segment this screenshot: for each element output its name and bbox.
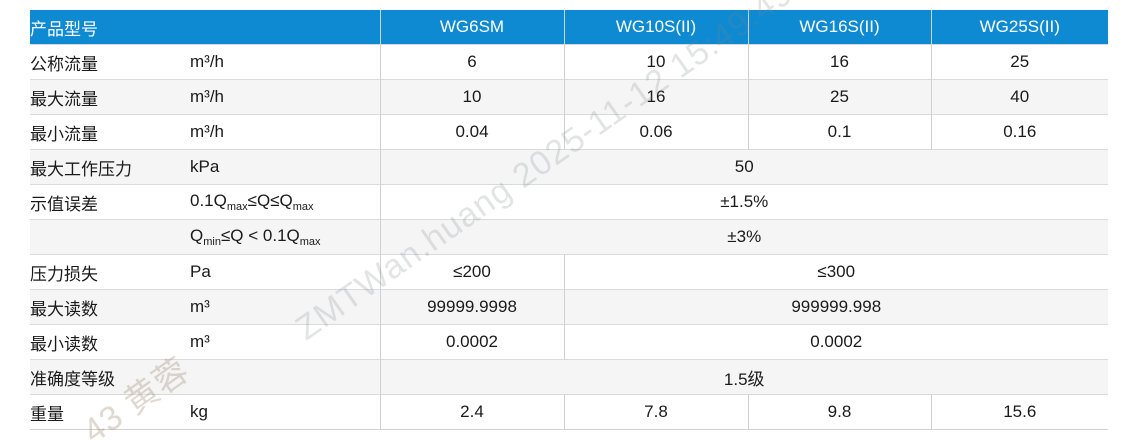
row-label: 压力损失 (30, 254, 190, 290)
cell-value: 10 (379, 79, 564, 115)
row-unit: m³/h (190, 79, 380, 115)
table-row-accuracy: 准确度等级 1.5级 (30, 359, 1108, 395)
cell-value: 25 (747, 79, 931, 115)
formula-sub: max (292, 201, 314, 213)
formula-text: Q (190, 226, 204, 245)
spec-table: 产品型号 WG6SM WG10S(II) WG16S(II) WG25S(II)… (30, 10, 1108, 430)
cell-value: 99999.9998 (379, 289, 564, 325)
row-unit: kPa (190, 149, 380, 185)
row-label: 公称流量 (30, 44, 190, 80)
header-row: 产品型号 WG6SM WG10S(II) WG16S(II) WG25S(II) (30, 10, 1108, 45)
cell-value: 0.1 (747, 114, 931, 150)
header-product-model: 产品型号 (30, 10, 380, 45)
cell-value: 0.06 (563, 114, 748, 150)
table-row-error-high: 示值误差 0.1Qmax≤Q≤Qmax ±1.5% (30, 184, 1108, 220)
cell-value: 10 (563, 44, 748, 80)
row-unit: m³ (190, 324, 380, 360)
cell-value: 16 (747, 44, 931, 80)
cell-value-merged: ±3% (379, 219, 1108, 255)
row-label: 最大流量 (30, 79, 190, 115)
cell-value-merged: 50 (379, 149, 1108, 185)
cell-value: ≤200 (379, 254, 564, 290)
cell-value: 25 (930, 44, 1108, 80)
row-label: 最小流量 (30, 114, 190, 150)
cell-value: 2.4 (379, 394, 564, 430)
table-row-weight: 重量 kg 2.4 7.8 9.8 15.6 (30, 394, 1108, 430)
table-row-pressure-loss: 压力损失 Pa ≤200 ≤300 (30, 254, 1108, 290)
table-row-max-flow: 最大流量 m³/h 10 16 25 40 (30, 79, 1108, 115)
cell-value: 7.8 (563, 394, 748, 430)
header-model-wg16s: WG16S(II) (747, 10, 931, 45)
row-label: 最大读数 (30, 289, 190, 325)
header-model-wg6sm: WG6SM (379, 10, 564, 45)
table-row-error-low: Qmin≤Q < 0.1Qmax ±3% (30, 219, 1108, 255)
cell-value: 0.16 (930, 114, 1108, 150)
table-row-nominal-flow: 公称流量 m³/h 6 10 16 25 (30, 44, 1108, 80)
cell-value: 0.04 (379, 114, 564, 150)
table-row-max-reading: 最大读数 m³ 99999.9998 999999.998 (30, 289, 1108, 325)
row-label: 最大工作压力 (30, 149, 190, 185)
formula-sub: max (226, 201, 248, 213)
header-model-wg10s: WG10S(II) (563, 10, 748, 45)
cell-value-merged: ±1.5% (379, 184, 1108, 220)
cell-value: 40 (930, 79, 1108, 115)
row-unit: kg (190, 394, 380, 430)
formula-sub: max (299, 236, 321, 248)
formula-sub: min (203, 236, 221, 248)
row-unit: m³/h (190, 114, 380, 150)
cell-value-merged: ≤300 (563, 254, 1108, 290)
row-label: 准确度等级 (30, 359, 380, 395)
formula-text: ≤Q < 0.1Q (220, 226, 300, 245)
cell-value: 9.8 (747, 394, 931, 430)
row-unit: m³/h (190, 44, 380, 80)
header-model-wg25s: WG25S(II) (930, 10, 1108, 45)
formula-text: 0.1Q (190, 191, 227, 210)
table-row-max-pressure: 最大工作压力 kPa 50 (30, 149, 1108, 185)
cell-value: 15.6 (930, 394, 1108, 430)
row-label (30, 219, 190, 255)
cell-value: 6 (379, 44, 564, 80)
row-label: 示值误差 (30, 184, 190, 220)
row-label: 最小读数 (30, 324, 190, 360)
row-label: 重量 (30, 394, 190, 430)
table-row-min-reading: 最小读数 m³ 0.0002 0.0002 (30, 324, 1108, 360)
row-unit: Pa (190, 254, 380, 290)
cell-value-merged: 1.5级 (379, 359, 1108, 395)
cell-value: 16 (563, 79, 748, 115)
row-unit: m³ (190, 289, 380, 325)
cell-value-merged: 999999.998 (563, 289, 1108, 325)
formula-text: ≤Q≤Q (247, 191, 293, 210)
cell-value: 0.0002 (379, 324, 564, 360)
cell-value-merged: 0.0002 (563, 324, 1108, 360)
table-row-min-flow: 最小流量 m³/h 0.04 0.06 0.1 0.16 (30, 114, 1108, 150)
error-range-high: 0.1Qmax≤Q≤Qmax (190, 184, 380, 220)
error-range-low: Qmin≤Q < 0.1Qmax (190, 219, 380, 255)
